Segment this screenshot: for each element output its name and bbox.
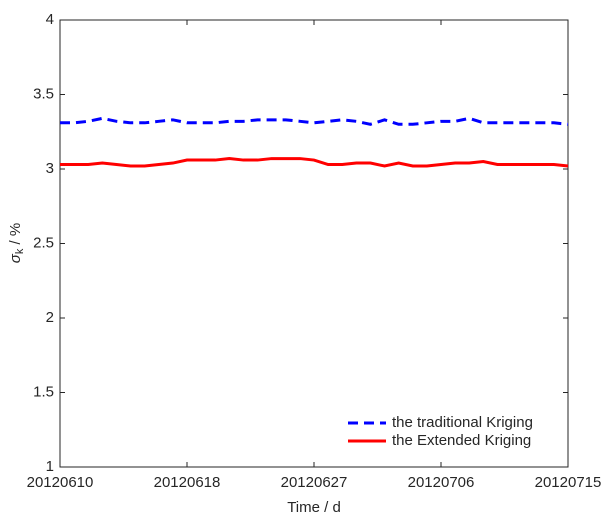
x-tick-label: 20120610 — [27, 474, 94, 491]
legend-label: the traditional Kriging — [392, 414, 533, 431]
y-tick-label: 3.5 — [33, 85, 54, 102]
y-tick-label: 3 — [46, 160, 54, 177]
series-line — [60, 157, 569, 168]
series-line — [60, 116, 569, 126]
x-tick-label: 20120706 — [408, 474, 475, 491]
x-tick-label: 20120715 — [535, 474, 602, 491]
legend-label: the Extended Kriging — [392, 432, 531, 449]
y-tick-label: 1 — [46, 458, 54, 475]
y-axis-label: σk / % — [7, 223, 26, 263]
x-axis-label: Time / d — [287, 499, 341, 516]
y-tick-label: 2.5 — [33, 234, 54, 251]
y-tick-label: 2 — [46, 309, 54, 326]
plot-frame — [59, 19, 569, 468]
y-tick-label: 1.5 — [33, 383, 54, 400]
x-tick-label: 20120618 — [154, 474, 221, 491]
y-tick-label: 4 — [46, 11, 54, 28]
x-tick-label: 20120627 — [281, 474, 348, 491]
